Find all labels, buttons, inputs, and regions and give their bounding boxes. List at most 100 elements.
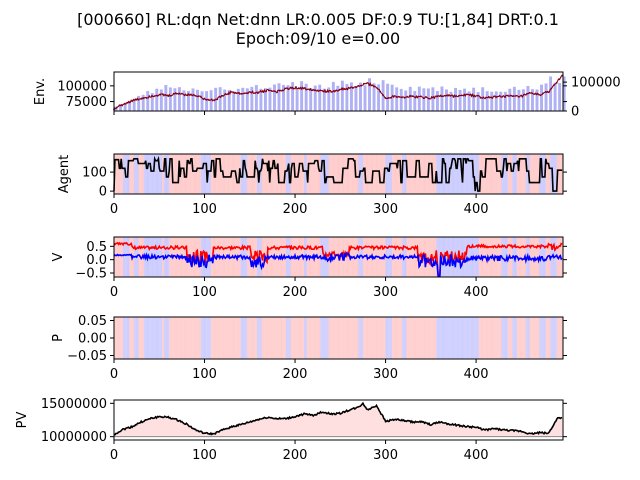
action-bar (327, 317, 329, 359)
action-bar (314, 154, 316, 194)
action-bar (261, 154, 263, 194)
action-bar (256, 154, 258, 194)
action-bar (285, 154, 287, 194)
action-bar (535, 317, 537, 359)
volume-bar (354, 86, 358, 111)
volume-bar (476, 92, 480, 111)
action-bar (360, 154, 362, 194)
action-bar (414, 317, 416, 359)
volume-bar (359, 82, 362, 111)
volume-bar (431, 87, 435, 111)
agent-xtick-label: 100 (192, 202, 217, 217)
action-bar (514, 154, 516, 194)
action-bar (388, 317, 390, 359)
action-bar (442, 154, 444, 194)
action-bar (549, 154, 551, 194)
action-bar (202, 237, 204, 277)
action-bar (233, 154, 235, 194)
action-bar (380, 237, 382, 277)
action-bar (209, 317, 210, 359)
action-bar (247, 154, 249, 194)
action-bar (209, 237, 211, 277)
action-bar (132, 317, 134, 359)
action-bar (517, 317, 519, 359)
action-bar (257, 317, 259, 359)
action-bar (325, 317, 327, 359)
volume-bar (327, 87, 331, 111)
action-bar (205, 154, 207, 194)
action-bar (264, 317, 266, 359)
env-price-line (113, 75, 563, 110)
action-bar (225, 154, 227, 194)
action-bar (188, 154, 190, 194)
action-bar (505, 237, 506, 277)
action-bar (360, 317, 362, 359)
action-bar (155, 237, 157, 277)
action-bar (488, 154, 490, 194)
volume-bar (490, 91, 494, 111)
action-bar (444, 317, 446, 359)
volume-bar (209, 90, 213, 111)
volume-bar (422, 88, 426, 111)
volume-bar (200, 91, 204, 111)
action-bar (465, 154, 467, 194)
policy-ytick-label: 0.05 (78, 314, 107, 329)
action-bar (233, 317, 235, 359)
action-bar (329, 317, 331, 359)
volume-bar (517, 89, 521, 111)
action-bar (320, 317, 322, 359)
action-bar (124, 317, 126, 359)
action-bar (137, 237, 139, 277)
action-bar (458, 317, 460, 359)
action-bar (352, 154, 354, 194)
action-bar (324, 154, 326, 194)
action-bar (162, 317, 164, 359)
volume-bar (164, 84, 168, 111)
action-bar (298, 154, 300, 194)
action-bar (204, 317, 206, 359)
action-bar (263, 154, 265, 194)
action-bar (409, 317, 411, 359)
action-bar (388, 154, 390, 194)
action-bar (176, 154, 178, 194)
action-bar (515, 317, 517, 359)
action-bar (474, 317, 476, 359)
action-bar (279, 154, 281, 194)
action-bar (220, 154, 222, 194)
action-bar (133, 154, 134, 194)
action-bar (328, 237, 330, 277)
pv-ytick-label: 15000000 (41, 397, 107, 412)
action-bar (422, 154, 424, 194)
action-bar (212, 317, 214, 359)
action-bar (479, 317, 481, 359)
action-bar (354, 237, 356, 277)
action-bar (473, 317, 475, 359)
action-bar (199, 237, 200, 277)
action-bar (551, 317, 553, 359)
action-bar (195, 317, 197, 359)
action-bar (427, 317, 429, 359)
action-bar (134, 154, 136, 194)
volume-bar (445, 89, 448, 111)
action-bar (515, 154, 517, 194)
action-bar (318, 317, 320, 359)
action-bar (521, 237, 523, 277)
action-bar (411, 317, 413, 359)
action-bar (380, 154, 382, 194)
action-bar (344, 154, 346, 194)
action-bar (116, 237, 118, 277)
action-bar (142, 317, 143, 359)
action-bar (550, 317, 552, 359)
action-bar (362, 154, 364, 194)
action-bar (232, 317, 234, 359)
action-bar (429, 154, 431, 194)
action-bar (120, 154, 122, 194)
action-bar (150, 317, 152, 359)
action-bar (184, 317, 186, 359)
action-bar (329, 154, 331, 194)
action-bar (133, 317, 135, 359)
action-bar (505, 154, 507, 194)
action-bar (238, 317, 240, 359)
action-bar (136, 317, 138, 359)
action-bar (499, 154, 501, 194)
